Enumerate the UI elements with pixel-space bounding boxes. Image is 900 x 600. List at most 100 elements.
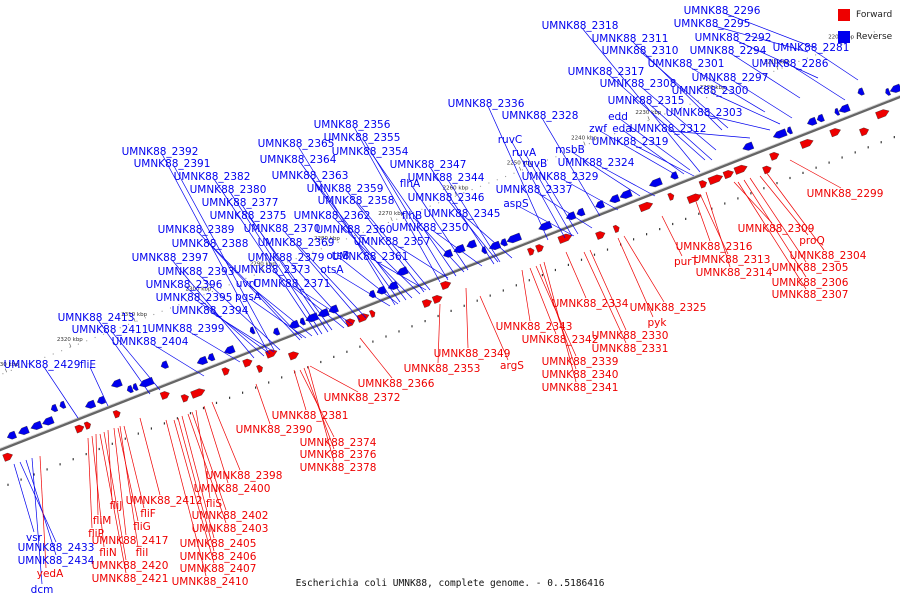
gene-label-reverse[interactable]: UMNK88_2308	[600, 78, 677, 90]
reverse-gene-arrow[interactable]	[488, 240, 502, 252]
gene-label-reverse[interactable]: uvrC	[236, 278, 261, 290]
gene-label-forward[interactable]: UMNK88_2314	[696, 267, 773, 279]
gene-label-reverse[interactable]: UMNK88_2286	[752, 58, 829, 70]
reverse-gene-arrow[interactable]	[223, 345, 236, 355]
gene-label-reverse[interactable]: UMNK88_2394	[172, 305, 249, 317]
forward-gene-arrow[interactable]	[859, 126, 870, 137]
reverse-gene-arrow[interactable]	[196, 355, 208, 366]
gene-label-forward[interactable]: UMNK88_2366	[358, 378, 435, 390]
gene-label-reverse[interactable]: UMNK88_2391	[134, 158, 211, 170]
gene-label-forward[interactable]: pyk	[648, 317, 668, 329]
gene-label-forward[interactable]: UMNK88_2306	[772, 277, 849, 289]
reverse-gene-arrow[interactable]	[50, 403, 59, 413]
forward-gene-arrow[interactable]	[733, 163, 749, 175]
gene-label-forward[interactable]: UMNK88_2381	[272, 410, 349, 422]
reverse-gene-arrow[interactable]	[96, 395, 106, 405]
gene-label-reverse[interactable]: UMNK88_2310	[602, 45, 679, 57]
gene-label-forward[interactable]: UMNK88_2412	[126, 495, 203, 507]
gene-label-reverse[interactable]: UMNK88_2413	[58, 312, 135, 324]
forward-gene-arrow[interactable]	[221, 366, 231, 376]
reverse-gene-arrow[interactable]	[834, 107, 840, 116]
reverse-gene-arrow[interactable]	[160, 360, 169, 370]
gene-label-reverse[interactable]: UMNK88_2404	[112, 336, 189, 348]
gene-label-reverse[interactable]: UMNK88_2319	[592, 136, 669, 148]
reverse-gene-arrow[interactable]	[84, 399, 97, 410]
gene-label-reverse[interactable]: UMNK88_2336	[448, 98, 525, 110]
gene-label-reverse[interactable]: UMNK88_2346	[408, 192, 485, 204]
reverse-gene-arrow[interactable]	[328, 304, 339, 315]
gene-label-forward[interactable]: UMNK88_2405	[180, 538, 257, 550]
gene-label-reverse[interactable]: UMNK88_2312	[630, 123, 707, 135]
reverse-gene-arrow[interactable]	[110, 378, 123, 389]
reverse-gene-arrow[interactable]	[138, 376, 155, 389]
gene-label-reverse[interactable]: otsB	[326, 250, 349, 262]
gene-label-reverse[interactable]: msbB	[555, 144, 585, 156]
forward-gene-arrow[interactable]	[612, 224, 621, 233]
reverse-gene-arrow[interactable]	[59, 400, 67, 409]
gene-label-reverse[interactable]: UMNK88_2434	[18, 555, 95, 567]
reverse-gene-arrow[interactable]	[565, 211, 577, 222]
gene-label-reverse[interactable]: fliE	[80, 359, 96, 371]
gene-label-reverse[interactable]: UMNK88_2397	[132, 252, 209, 264]
gene-label-reverse[interactable]: UMNK88_2358	[318, 195, 395, 207]
gene-label-forward[interactable]: UMNK88_2353	[404, 363, 481, 375]
gene-label-forward[interactable]: UMNK88_2299	[807, 188, 884, 200]
gene-label-reverse[interactable]: flhA	[400, 178, 421, 190]
forward-gene-arrow[interactable]	[686, 192, 703, 204]
gene-label-forward[interactable]: UMNK88_2331	[592, 343, 669, 355]
gene-label-forward[interactable]: fliM	[93, 515, 112, 527]
forward-gene-arrow[interactable]	[722, 169, 735, 180]
gene-label-forward[interactable]: UMNK88_2421	[92, 573, 169, 585]
reverse-gene-arrow[interactable]	[786, 126, 793, 135]
gene-label-reverse[interactable]: UMNK88_2350	[392, 222, 469, 234]
gene-label-forward[interactable]: UMNK88_2410	[172, 576, 249, 588]
gene-label-forward[interactable]: UMNK88_2340	[542, 369, 619, 381]
forward-gene-arrow[interactable]	[440, 280, 452, 290]
forward-gene-arrow[interactable]	[242, 357, 254, 368]
reverse-gene-arrow[interactable]	[619, 189, 633, 201]
gene-label-reverse[interactable]: UMNK88_2392	[122, 146, 199, 158]
gene-label-reverse[interactable]: aspS	[503, 198, 529, 210]
gene-label-reverse[interactable]: UMNK88_2396	[146, 279, 223, 291]
gene-label-reverse[interactable]: UMNK88_2303	[666, 107, 743, 119]
gene-label-reverse[interactable]: UMNK88_2354	[332, 146, 409, 158]
gene-label-forward[interactable]: UMNK88_2374	[300, 437, 377, 449]
gene-label-forward[interactable]: UMNK88_2307	[772, 289, 849, 301]
gene-label-forward[interactable]: fliG	[133, 521, 151, 533]
gene-label-forward[interactable]: UMNK88_2417	[92, 535, 169, 547]
gene-label-reverse[interactable]: UMNK88_2429	[4, 359, 81, 371]
gene-label-forward[interactable]: fliF	[140, 508, 156, 520]
forward-gene-arrow[interactable]	[875, 108, 890, 120]
gene-label-forward[interactable]: UMNK88_2372	[324, 392, 401, 404]
reverse-gene-arrow[interactable]	[669, 171, 679, 180]
gene-label-forward[interactable]: UMNK88_2390	[236, 424, 313, 436]
forward-gene-arrow[interactable]	[421, 298, 433, 308]
gene-label-forward[interactable]: UMNK88_2316	[676, 241, 753, 253]
gene-label-reverse[interactable]: UMNK88_2369	[258, 237, 335, 249]
gene-label-forward[interactable]: UMNK88_2334	[552, 298, 629, 310]
gene-label-reverse[interactable]: UMNK88_2294	[690, 45, 767, 57]
reverse-gene-arrow[interactable]	[17, 425, 30, 436]
gene-label-forward[interactable]: argS	[500, 360, 524, 372]
gene-label-reverse[interactable]: UMNK88_2344	[408, 172, 485, 184]
reverse-gene-arrow[interactable]	[272, 327, 281, 337]
forward-gene-arrow[interactable]	[527, 247, 535, 256]
gene-label-reverse[interactable]: ruvA	[512, 147, 537, 159]
forward-gene-arrow[interactable]	[535, 243, 544, 253]
gene-label-reverse[interactable]: UMNK88_2365	[258, 138, 335, 150]
gene-label-forward[interactable]: fliI	[136, 547, 149, 559]
gene-label-reverse[interactable]: UMNK88_2377	[202, 197, 279, 209]
gene-label-reverse[interactable]: pgsA	[235, 291, 262, 303]
reverse-gene-arrow[interactable]	[741, 141, 755, 152]
forward-gene-arrow[interactable]	[83, 421, 92, 430]
gene-label-forward[interactable]: UMNK88_2378	[300, 462, 377, 474]
forward-gene-arrow[interactable]	[769, 151, 780, 161]
gene-label-reverse[interactable]: flhB	[402, 210, 422, 222]
gene-label-reverse[interactable]: UMNK88_2360	[316, 224, 393, 236]
gene-label-reverse[interactable]: UMNK88_2393	[158, 266, 235, 278]
gene-label-forward[interactable]: UMNK88_2305	[772, 262, 849, 274]
gene-label-forward[interactable]: UMNK88_2398	[206, 470, 283, 482]
gene-label-reverse[interactable]: ruvC	[498, 134, 523, 146]
gene-label-reverse[interactable]: UMNK88_2297	[692, 72, 769, 84]
forward-gene-arrow[interactable]	[369, 309, 376, 318]
